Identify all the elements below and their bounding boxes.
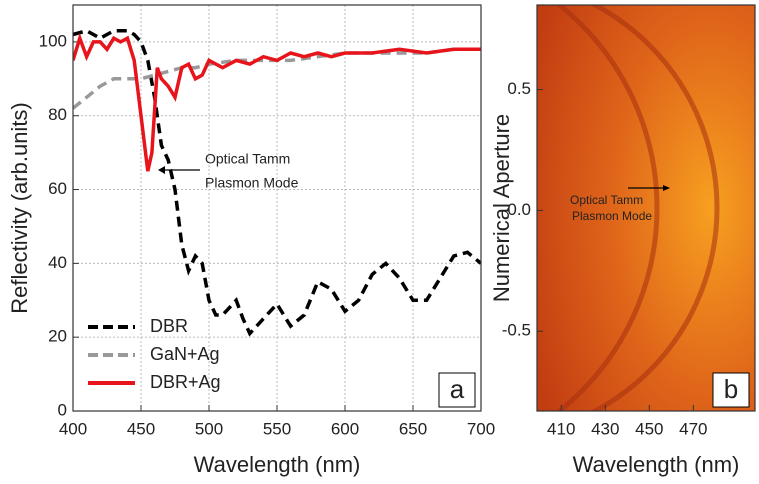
plot-frame [72, 4, 482, 412]
annotation: Optical Tamm [570, 193, 643, 207]
x-tick-label: 700 [467, 419, 495, 438]
annotation: Plasmon Mode [205, 175, 299, 191]
y-tick-label: 0 [58, 400, 67, 419]
panel-label: a [450, 374, 465, 404]
x-tick-label: 650 [399, 419, 427, 438]
y-tick-label: 80 [48, 105, 67, 124]
annotation: Optical Tamm [205, 151, 290, 167]
panel-label: b [724, 374, 738, 404]
x-tick-label: 410 [547, 419, 575, 438]
panel-box [712, 372, 750, 408]
x-tick-label: 600 [331, 419, 359, 438]
y-axis-label: Numerical Aperture [489, 114, 514, 302]
legend-label: DBR [150, 316, 188, 336]
line-series [73, 32, 481, 172]
x-tick-label: 400 [59, 419, 87, 438]
y-tick-label: 0.5 [507, 79, 531, 98]
heatmap-image [537, 5, 755, 411]
plot-frame [536, 4, 756, 412]
y-tick-label: 0.0 [507, 200, 531, 219]
y-tick-label: 60 [48, 179, 67, 198]
fringes [555, 5, 720, 411]
x-tick-label: 500 [195, 419, 223, 438]
fringe-arc [589, 5, 720, 411]
fringe-arc [555, 5, 660, 411]
arrow-head [663, 185, 670, 191]
y-axis-label: Reflectivity (arb.units) [7, 102, 32, 314]
y-tick-label: 40 [48, 253, 67, 272]
x-axis-label: Wavelength (nm) [194, 452, 361, 477]
panel-box [438, 372, 476, 408]
y-tick-label: 100 [39, 31, 67, 50]
legend-label: GaN+Ag [150, 344, 220, 364]
x-tick-label: 450 [127, 419, 155, 438]
x-tick-label: 550 [263, 419, 291, 438]
y-tick-label: 20 [48, 327, 67, 346]
x-tick-label: 470 [679, 419, 707, 438]
y-tick-label: -0.5 [502, 321, 531, 340]
x-tick-label: 450 [635, 419, 663, 438]
legend-label: DBR+Ag [150, 372, 221, 392]
x-axis-label: Wavelength (nm) [573, 452, 740, 477]
annotation: Plasmon Mode [572, 209, 652, 223]
line-series [73, 28, 481, 337]
arrow-head [158, 166, 165, 174]
x-tick-label: 430 [591, 419, 619, 438]
